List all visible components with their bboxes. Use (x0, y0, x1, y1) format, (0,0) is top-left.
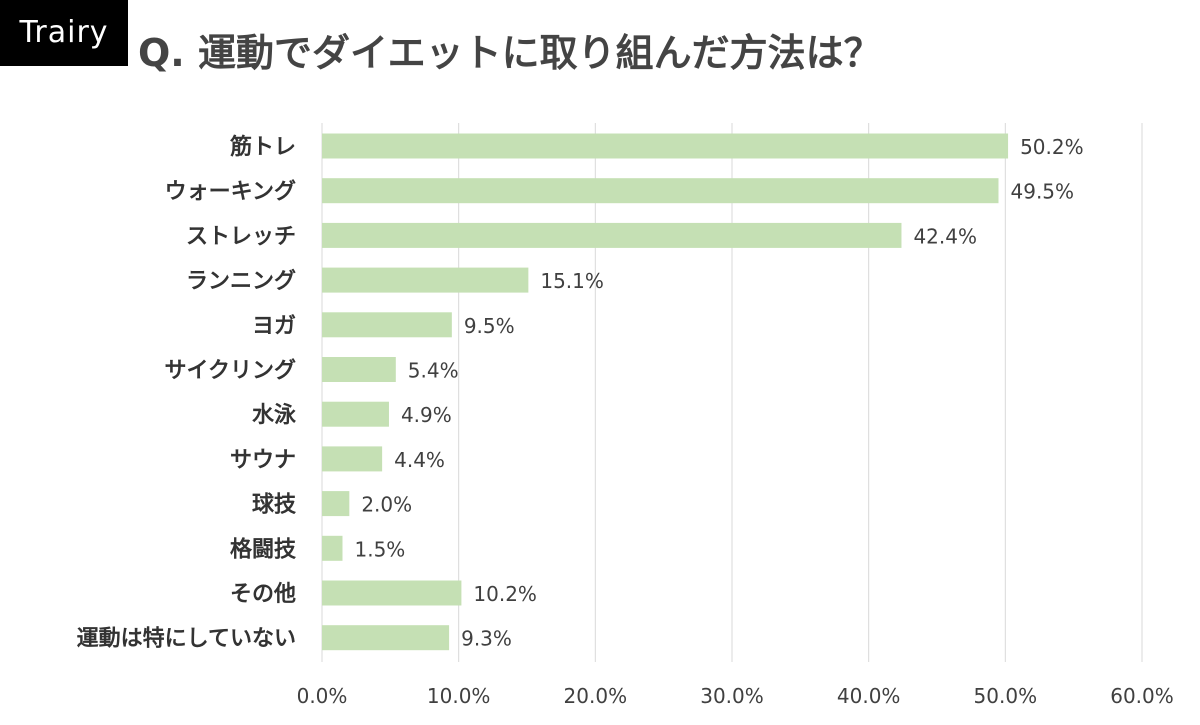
bar (322, 401, 389, 427)
data-label: 4.4% (394, 448, 445, 472)
bar (322, 267, 529, 293)
category-label: ストレッチ (186, 224, 296, 249)
data-label: 5.4% (408, 359, 459, 383)
data-label: 49.5% (1011, 180, 1075, 204)
category-label: 格闘技 (230, 536, 297, 562)
bar (322, 491, 350, 517)
bar (322, 312, 452, 338)
bar (322, 625, 450, 651)
bar (322, 535, 343, 561)
category-label: 水泳 (252, 403, 297, 428)
data-label: 9.3% (461, 627, 512, 651)
bar (322, 178, 999, 204)
x-tick-label: 10.0% (427, 684, 491, 708)
x-tick-label: 60.0% (1110, 684, 1174, 708)
data-label: 15.1% (540, 269, 604, 293)
category-label: ヨガ (252, 314, 296, 339)
bar (322, 446, 383, 472)
data-label: 10.2% (473, 582, 537, 606)
brand-logo: Trairy (0, 0, 128, 66)
x-tick-label: 30.0% (700, 684, 764, 708)
data-label: 50.2% (1020, 135, 1084, 159)
bar (322, 580, 462, 606)
x-tick-label: 20.0% (564, 684, 628, 708)
data-label: 9.5% (464, 314, 515, 338)
x-tick-label: 50.0% (974, 684, 1038, 708)
category-label: ランニング (186, 268, 296, 294)
bar (322, 133, 1009, 159)
x-tick-label: 40.0% (837, 684, 901, 708)
data-label: 42.4% (913, 224, 977, 248)
category-label: ウォーキング (165, 179, 296, 205)
category-label: サウナ (230, 448, 296, 473)
x-tick-label: 0.0% (297, 684, 348, 708)
chart-title: Q. 運動でダイエットに取り組んだ方法は？ (138, 31, 882, 75)
data-label: 4.9% (401, 403, 452, 427)
data-label: 1.5% (355, 537, 406, 561)
category-label: 運動は特にしていない (77, 626, 296, 652)
category-label: その他 (230, 582, 296, 607)
category-label: サイクリング (164, 358, 296, 384)
category-label: 球技 (252, 493, 297, 518)
bar (322, 222, 902, 248)
data-label: 2.0% (361, 493, 412, 517)
bar (322, 357, 396, 382)
category-label: 筋トレ (229, 134, 296, 160)
